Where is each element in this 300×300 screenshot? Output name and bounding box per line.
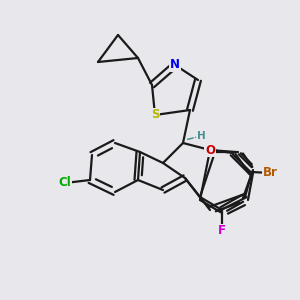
Text: N: N xyxy=(170,58,180,71)
Text: O: O xyxy=(205,143,215,157)
Text: F: F xyxy=(218,224,226,238)
Text: H: H xyxy=(196,131,206,141)
Text: Cl: Cl xyxy=(58,176,71,190)
Text: Br: Br xyxy=(262,167,278,179)
Text: S: S xyxy=(151,109,159,122)
